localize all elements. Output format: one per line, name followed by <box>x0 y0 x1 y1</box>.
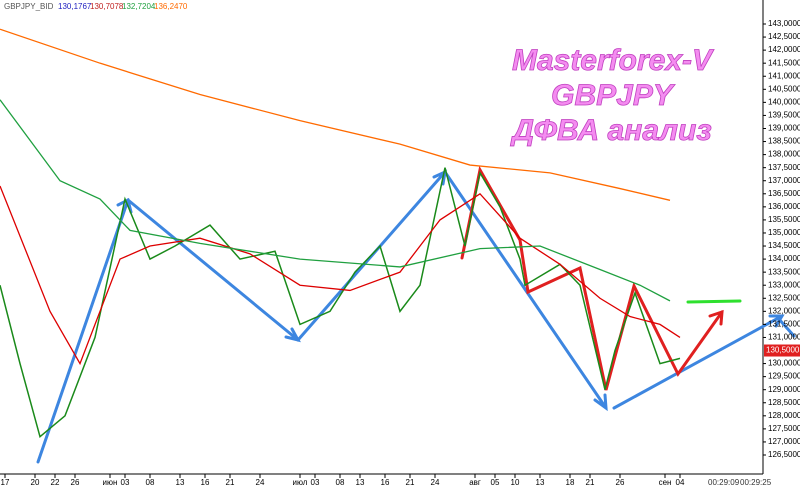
y-tick-label: 139,5000 <box>768 111 800 120</box>
info-value: 130,7078 <box>90 2 124 11</box>
info-value: 130,1767 <box>58 2 92 11</box>
y-tick-label: 140,0000 <box>768 97 800 106</box>
price-tag-label: 130,5000 <box>766 346 800 355</box>
title-line: GBPJPY <box>551 79 676 112</box>
y-tick-label: 134,5000 <box>768 241 800 250</box>
time-label: 00:29:09 <box>708 478 740 487</box>
y-tick-label: 127,0000 <box>768 437 800 446</box>
info-value: 132,7204 <box>122 2 156 11</box>
y-tick-label: 136,0000 <box>768 202 800 211</box>
y-tick-label: 138,0000 <box>768 150 800 159</box>
y-tick-label: 131,0000 <box>768 333 800 342</box>
price-line <box>0 99 671 302</box>
x-tick-label: 26 <box>616 478 625 487</box>
y-tick-label: 139,0000 <box>768 124 800 133</box>
title-line: Masterforex-V <box>512 44 715 77</box>
x-tick-label: 16 <box>201 478 210 487</box>
y-tick-label: 137,0000 <box>768 176 800 185</box>
y-tick-label: 130,0000 <box>768 359 800 368</box>
price-tag <box>764 344 800 357</box>
y-tick-label: 129,0000 <box>768 385 800 394</box>
blue-arrow <box>776 316 796 338</box>
price-line <box>0 167 681 439</box>
y-tick-label: 143,0000 <box>768 19 800 28</box>
y-tick-label: 140,5000 <box>768 84 800 93</box>
price-line <box>0 185 681 366</box>
x-tick-label: авг <box>469 478 481 487</box>
x-tick-label: сен <box>659 478 672 487</box>
blue-arrow <box>612 314 785 410</box>
symbol: GBPJPY_BID <box>4 2 54 11</box>
x-tick-label: 03 <box>121 478 130 487</box>
y-tick-label: 142,5000 <box>768 32 800 41</box>
red-arrow <box>460 165 724 391</box>
title-line: ДФВА анализ <box>509 114 711 147</box>
x-tick-label: 20 <box>31 478 40 487</box>
time-label: 00:29:25 <box>740 478 772 487</box>
y-tick-label: 128,5000 <box>768 398 800 407</box>
y-tick-label: 131,5000 <box>768 320 800 329</box>
info-value: 136,2470 <box>154 2 188 11</box>
y-tick-label: 135,0000 <box>768 228 800 237</box>
y-tick-label: 137,5000 <box>768 163 800 172</box>
y-tick-label: 141,0000 <box>768 71 800 80</box>
y-tick-label: 126,5000 <box>768 450 800 459</box>
y-tick-label: 136,5000 <box>768 189 800 198</box>
x-tick-label: 08 <box>336 478 345 487</box>
x-tick-label: 22 <box>51 478 60 487</box>
y-tick-label: 138,5000 <box>768 137 800 146</box>
x-tick-label: 21 <box>406 478 415 487</box>
target-line <box>686 299 742 304</box>
y-tick-label: 132,0000 <box>768 306 800 315</box>
price-line <box>0 28 671 201</box>
y-tick-label: 133,0000 <box>768 280 800 289</box>
x-tick-label: 13 <box>356 478 365 487</box>
x-tick-label: июн <box>103 478 118 487</box>
y-tick-label: 134,0000 <box>768 254 800 263</box>
x-tick-label: 10 <box>511 478 520 487</box>
x-tick-label: 13 <box>536 478 545 487</box>
x-tick-label: 04 <box>676 478 685 487</box>
x-tick-label: 24 <box>431 478 440 487</box>
y-tick-label: 141,5000 <box>768 58 800 67</box>
x-tick-label: 24 <box>256 478 265 487</box>
x-tick-label: 16 <box>381 478 390 487</box>
x-tick-label: 03 <box>311 478 320 487</box>
x-tick-label: 05 <box>491 478 500 487</box>
y-tick-label: 127,5000 <box>768 424 800 433</box>
y-tick-label: 133,5000 <box>768 267 800 276</box>
x-tick-label: 08 <box>146 478 155 487</box>
y-tick-label: 132,5000 <box>768 293 800 302</box>
x-tick-label: 26 <box>71 478 80 487</box>
y-tick-label: 135,5000 <box>768 215 800 224</box>
x-tick-label: 18 <box>566 478 575 487</box>
x-tick-label: июл <box>293 478 308 487</box>
x-tick-label: 17 <box>1 478 10 487</box>
y-tick-label: 142,0000 <box>768 45 800 54</box>
x-tick-label: 21 <box>586 478 595 487</box>
x-tick-label: 21 <box>226 478 235 487</box>
y-tick-label: 129,5000 <box>768 372 800 381</box>
y-tick-label: 128,0000 <box>768 411 800 420</box>
x-tick-label: 13 <box>176 478 185 487</box>
